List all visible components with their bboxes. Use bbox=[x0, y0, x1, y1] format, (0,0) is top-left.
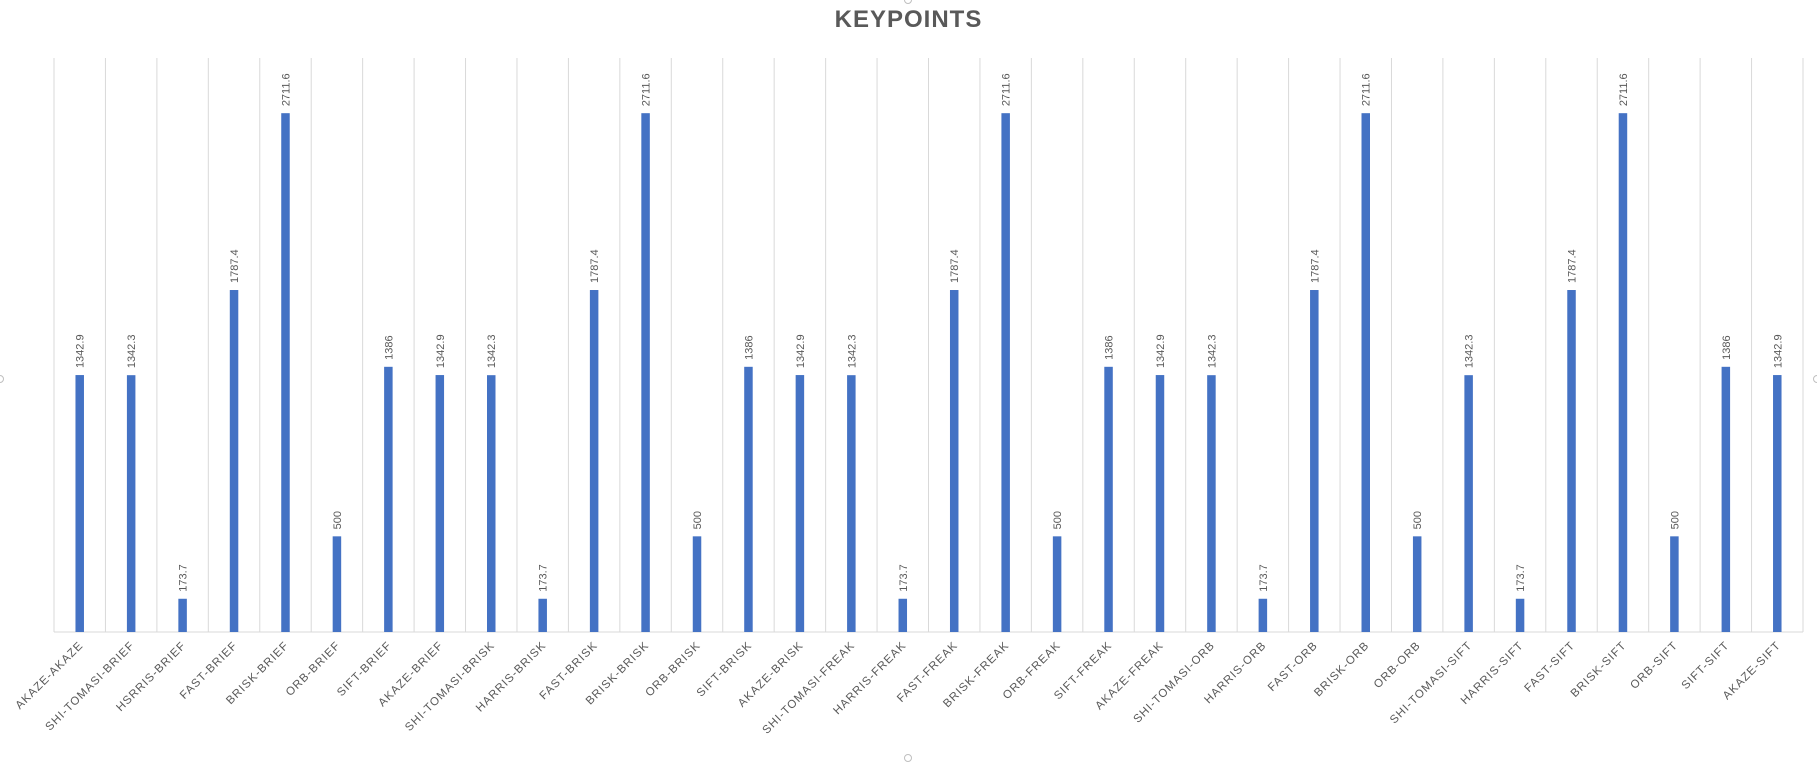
gridlines bbox=[53, 58, 1804, 632]
data-label: 1342.9 bbox=[1155, 334, 1167, 368]
x-tick-label: SHI-TOMASI-BRIEF bbox=[44, 640, 138, 734]
data-label: 173.7 bbox=[178, 564, 190, 592]
data-labels: 1342.9 1342.3 173.7 1787.4 2711.6 500 1386 1342… bbox=[75, 73, 1785, 591]
chart-title: KEYPOINTS bbox=[834, 6, 983, 33]
bar[interactable] bbox=[1721, 366, 1731, 632]
x-tick-label: BRISK-SIFT bbox=[1569, 640, 1629, 700]
x-tick-label: SIFT-SIFT bbox=[1680, 640, 1732, 692]
data-label: 1342.3 bbox=[1464, 335, 1476, 369]
bar[interactable] bbox=[1258, 598, 1268, 632]
bar[interactable] bbox=[1361, 113, 1371, 632]
data-label: 173.7 bbox=[1515, 564, 1527, 592]
data-label: 2711.6 bbox=[280, 73, 292, 106]
data-label: 1386 bbox=[743, 335, 755, 359]
x-tick-labels: AKAZE-AKAZESHI-TOMASI-BRIEFHSRRIS-BRIEFF… bbox=[14, 640, 1784, 737]
resize-handle-right[interactable] bbox=[1813, 375, 1817, 383]
x-tick-label: ORB-ORB bbox=[1372, 640, 1423, 691]
data-label: 1342.9 bbox=[75, 334, 87, 368]
bar[interactable] bbox=[1618, 113, 1628, 632]
bar[interactable] bbox=[1052, 536, 1062, 632]
bar[interactable] bbox=[1515, 598, 1525, 632]
data-label: 1386 bbox=[1104, 335, 1116, 359]
data-label: 1342.3 bbox=[486, 335, 498, 369]
data-label: 1342.3 bbox=[126, 335, 138, 369]
x-tick-label: ORB-SIFT bbox=[1628, 640, 1680, 692]
x-tick-label: FAST-SIFT bbox=[1523, 640, 1578, 695]
x-tick-label: ORB-BRIEF bbox=[284, 640, 343, 699]
bar[interactable] bbox=[1104, 366, 1113, 632]
data-label: 2711.6 bbox=[1001, 73, 1013, 106]
bar[interactable] bbox=[538, 598, 547, 632]
bar[interactable] bbox=[75, 375, 84, 632]
bar[interactable] bbox=[229, 290, 239, 632]
bar[interactable] bbox=[641, 113, 650, 632]
bar[interactable] bbox=[1412, 536, 1422, 632]
data-label: 1787.4 bbox=[949, 249, 961, 283]
bar[interactable] bbox=[795, 375, 805, 632]
data-label: 1342.9 bbox=[795, 334, 807, 368]
bar[interactable] bbox=[1001, 113, 1010, 632]
data-label: 173.7 bbox=[1258, 564, 1270, 592]
bar[interactable] bbox=[1310, 290, 1319, 632]
bar[interactable] bbox=[949, 290, 959, 632]
data-label: 1787.4 bbox=[589, 249, 601, 283]
data-label: 500 bbox=[1412, 511, 1424, 529]
data-label: 500 bbox=[332, 511, 344, 529]
data-label: 1386 bbox=[1721, 335, 1733, 359]
bar[interactable] bbox=[332, 536, 342, 632]
data-label: 2711.6 bbox=[641, 73, 653, 106]
bar[interactable] bbox=[1464, 375, 1473, 632]
data-label: 1787.4 bbox=[1309, 249, 1321, 283]
bar[interactable] bbox=[744, 366, 753, 632]
resize-handle-bottom[interactable] bbox=[904, 754, 912, 762]
data-label: 1787.4 bbox=[229, 249, 241, 283]
x-tick-label: SHI-TOMASI-FREAK bbox=[761, 640, 858, 737]
data-label: 2711.6 bbox=[1618, 73, 1630, 106]
bar[interactable] bbox=[1155, 375, 1165, 632]
bar[interactable] bbox=[435, 375, 445, 632]
data-label: 1342.3 bbox=[846, 335, 858, 369]
bar[interactable] bbox=[847, 375, 856, 632]
bar[interactable] bbox=[126, 375, 136, 632]
bar[interactable] bbox=[281, 113, 290, 632]
data-label: 173.7 bbox=[898, 564, 910, 592]
x-tick-label: FAST-ORB bbox=[1266, 640, 1320, 694]
data-label: 2711.6 bbox=[1361, 73, 1373, 106]
data-label: 173.7 bbox=[538, 564, 550, 592]
data-label: 500 bbox=[1669, 511, 1681, 529]
data-label: 1342.9 bbox=[435, 334, 447, 368]
bar[interactable] bbox=[487, 375, 496, 632]
data-label: 500 bbox=[692, 511, 704, 529]
data-label: 1787.4 bbox=[1567, 249, 1579, 283]
x-tick-label: BRISK-ORB bbox=[1312, 640, 1372, 700]
data-label: 1386 bbox=[383, 335, 395, 359]
data-label: 500 bbox=[1052, 511, 1064, 529]
data-label: 1342.9 bbox=[1772, 334, 1784, 368]
bar[interactable] bbox=[1773, 375, 1782, 632]
bar[interactable] bbox=[589, 290, 599, 632]
data-label: 1342.3 bbox=[1206, 335, 1218, 369]
bar[interactable] bbox=[1567, 290, 1576, 632]
bar[interactable] bbox=[178, 598, 187, 632]
bar[interactable] bbox=[898, 598, 908, 632]
bar[interactable] bbox=[384, 366, 393, 632]
bar[interactable] bbox=[1670, 536, 1679, 632]
bar[interactable] bbox=[692, 536, 702, 632]
bars bbox=[75, 113, 1782, 632]
x-tick-label: SHI-TOMASI-BRISK bbox=[403, 640, 497, 734]
bar[interactable] bbox=[1207, 375, 1216, 632]
